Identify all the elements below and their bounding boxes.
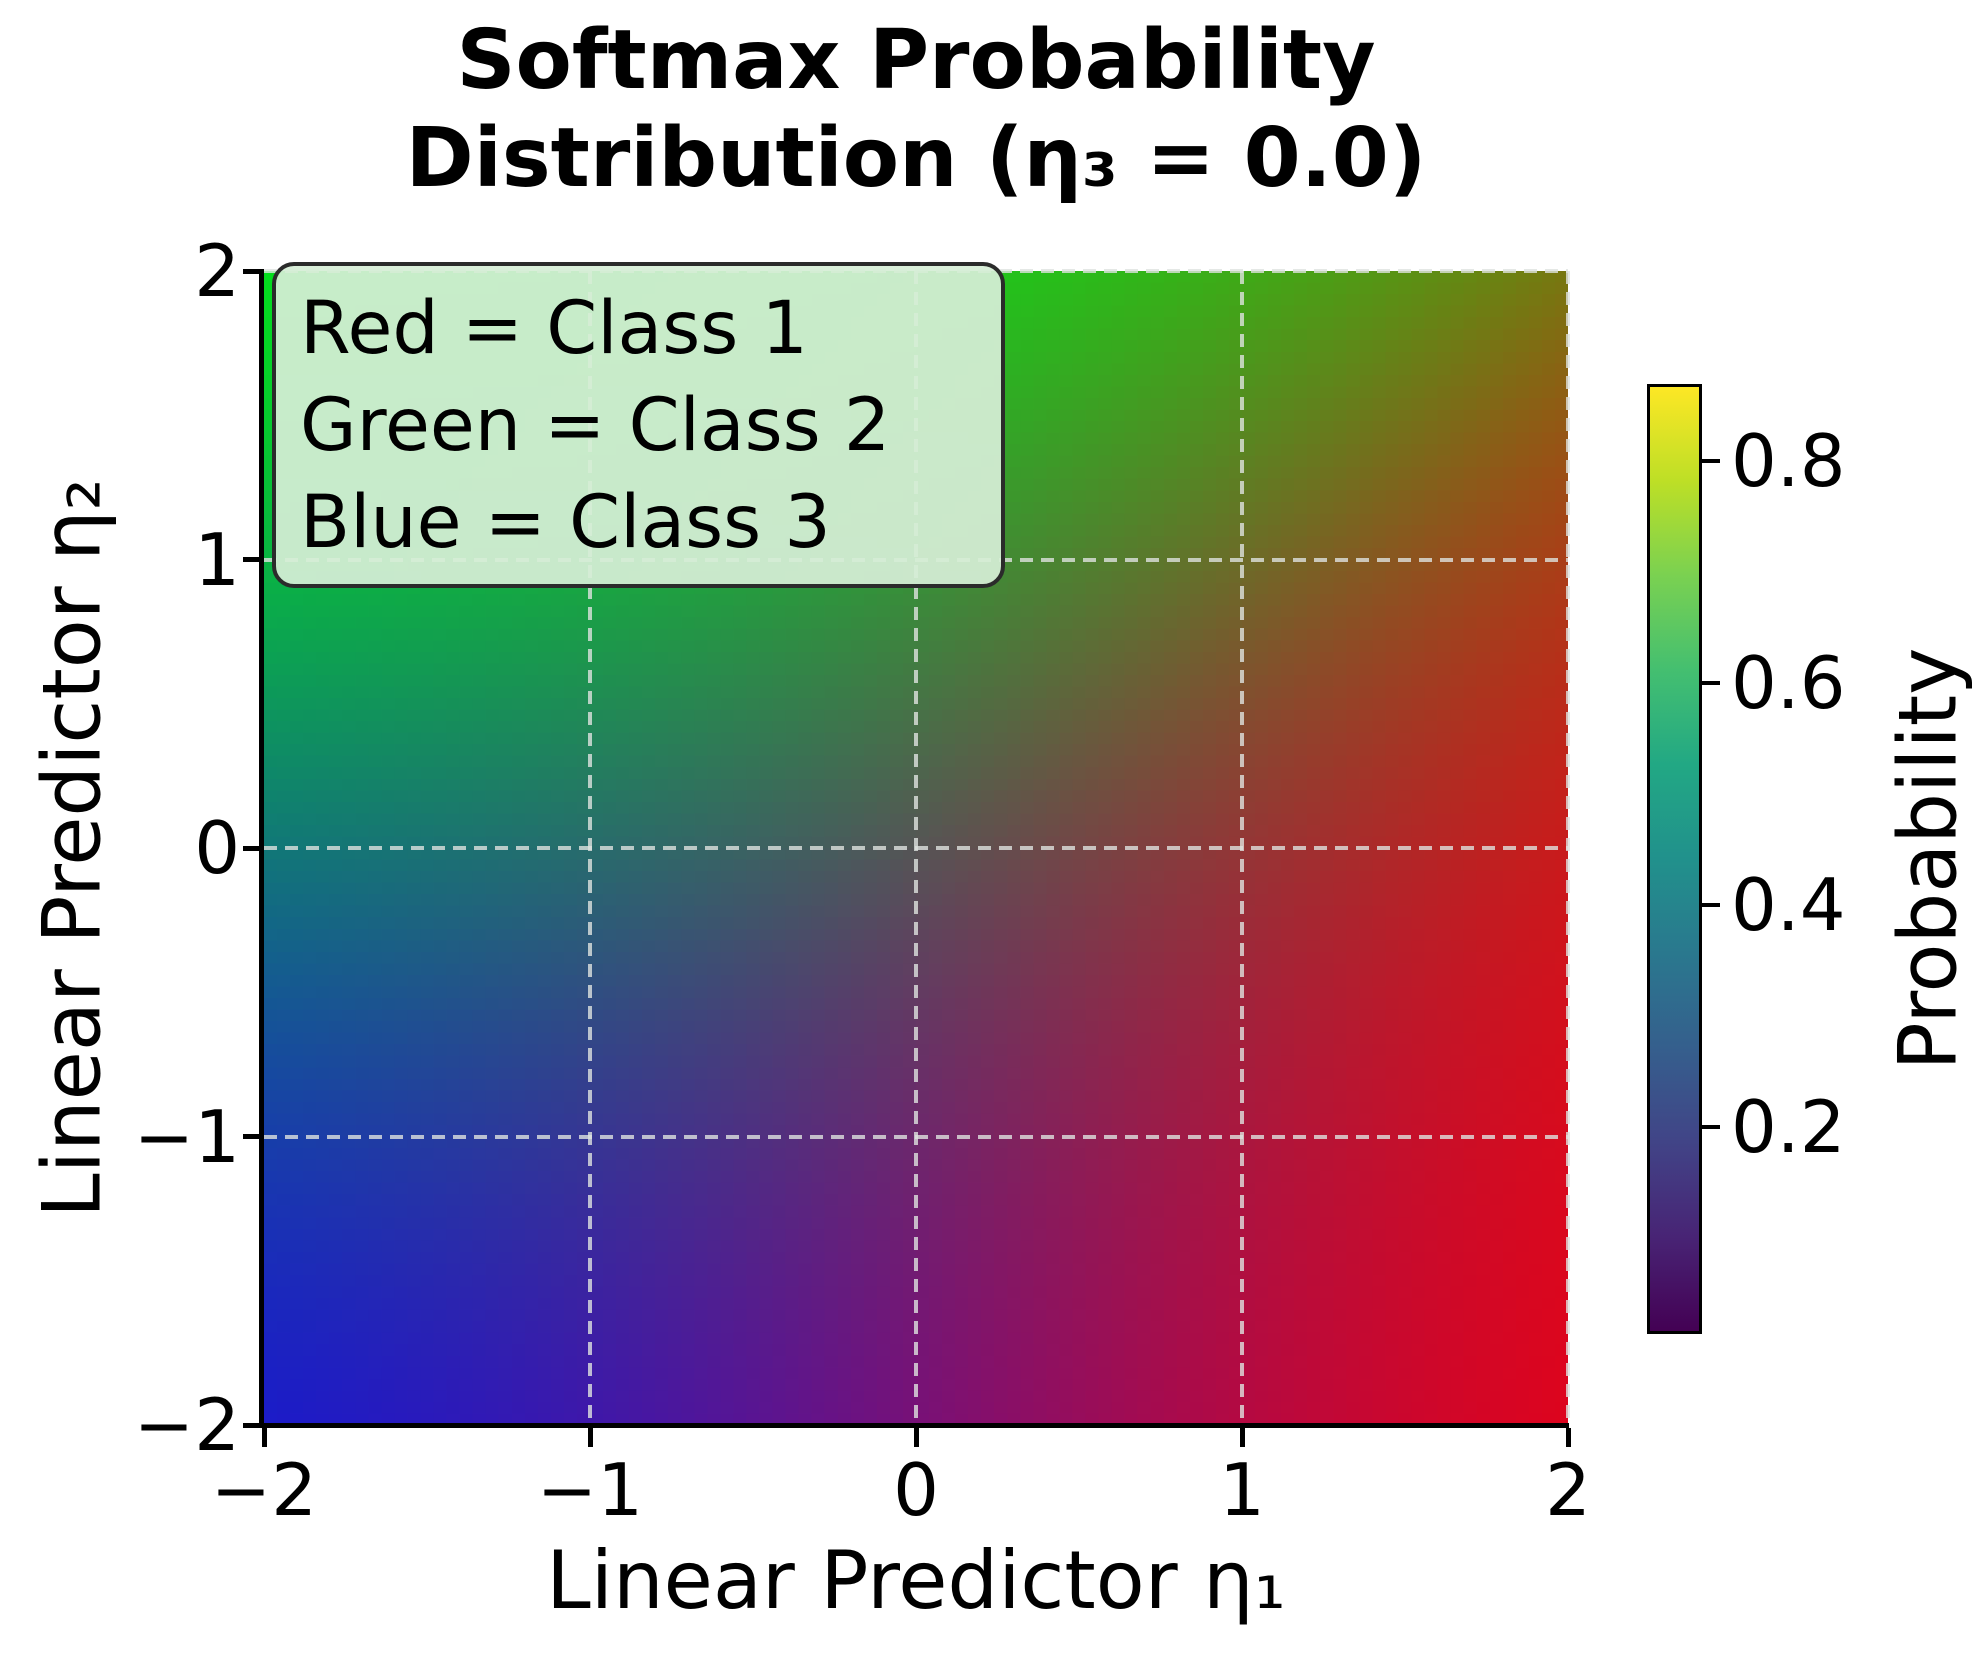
y-tick-mark [243,557,262,562]
colorbar-label: Probability [1881,647,1973,1071]
y-tick-mark [243,1134,262,1139]
colorbar-tick-mark [1702,459,1720,464]
x-tick-label: 2 [1545,1448,1591,1532]
gridline-horizontal [264,846,1568,850]
colorbar [1647,384,1702,1334]
colorbar-tick-label: 0.2 [1731,1084,1846,1169]
colorbar-tick-label: 0.6 [1731,641,1846,726]
y-tick-mark [243,1422,262,1428]
x-tick-mark [587,1428,593,1447]
x-tick-label: 1 [1219,1448,1265,1532]
gridline-vertical [1566,271,1570,1425]
colorbar-tick-label: 0.4 [1731,863,1846,948]
gridline-horizontal [264,1134,1568,1139]
y-tick-label: 2 [194,229,240,313]
x-tick-mark [261,1428,267,1447]
legend-line-blue: Blue = Class 3 [300,480,831,565]
colorbar-gradient [1650,387,1699,1331]
y-tick-mark [243,845,262,851]
x-tick-label: 0 [893,1448,939,1532]
legend-line-red: Red = Class 1 [300,286,808,371]
x-tick-mark [913,1428,919,1447]
colorbar-tick-label: 0.8 [1731,419,1846,504]
y-tick-label: −2 [133,1383,240,1467]
x-axis-spine [259,1423,1569,1428]
x-axis-label: Linear Predictor η₁ [546,1534,1286,1627]
chart-title: Softmax Probability Distribution (η₃ = 0… [264,12,1568,208]
x-tick-mark [1565,1428,1571,1447]
legend-line-green: Green = Class 2 [300,383,891,468]
y-tick-mark [243,268,262,274]
legend-box: Red = Class 1 Green = Class 2 Blue = Cla… [272,262,1005,588]
y-axis-label: Linear Predictor η₂ [25,478,119,1218]
chart-title-line2: Distribution (η₃ = 0.0) [405,111,1427,206]
x-tick-label: −2 [210,1448,318,1532]
y-tick-label: 0 [194,806,240,890]
x-tick-label: −1 [536,1448,644,1532]
chart-title-line1: Softmax Probability [456,13,1376,108]
colorbar-tick-mark [1702,903,1720,908]
colorbar-tick-mark [1702,1124,1720,1129]
x-tick-mark [1239,1428,1245,1447]
y-tick-label: −1 [133,1094,240,1179]
y-tick-label: 1 [194,517,240,602]
colorbar-tick-mark [1702,681,1720,686]
